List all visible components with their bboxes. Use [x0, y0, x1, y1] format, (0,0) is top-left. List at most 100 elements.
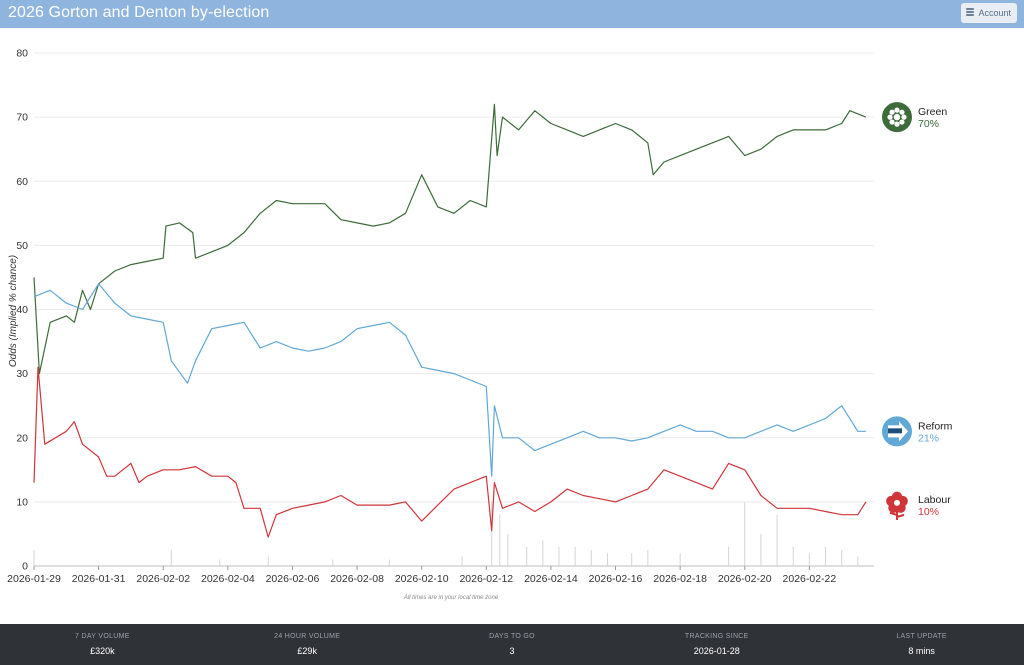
volume-bar — [526, 546, 528, 566]
x-tick-label: 2026-02-08 — [330, 573, 384, 585]
volume-bar — [461, 556, 463, 566]
x-tick-label: 2026-01-29 — [7, 573, 61, 585]
stat-24-hour-volume: 24 HOUR VOLUME £29k — [205, 624, 410, 665]
series-value-label: 70% — [918, 118, 939, 130]
volume-bar — [332, 559, 334, 566]
volume-bar — [792, 546, 794, 566]
volume-bar — [728, 546, 730, 566]
x-tick-label: 2026-02-02 — [136, 573, 190, 585]
y-tick-label: 10 — [16, 496, 28, 508]
x-tick-label: 2026-02-16 — [589, 573, 643, 585]
leaf-petal — [899, 119, 905, 125]
stat-7-day-volume: 7 DAY VOLUME £320k — [0, 624, 205, 665]
volume-bar — [590, 549, 592, 566]
x-tick-label: 2026-02-14 — [524, 573, 578, 585]
volume-bars — [33, 501, 859, 566]
volume-bar — [647, 549, 649, 566]
stat-last-update: LAST UPDATE 8 mins — [819, 624, 1024, 665]
x-axis: 2026-01-29 2026-01-31 2026-02-02 2026-02-04… — [7, 566, 836, 585]
y-tick-label: 40 — [16, 304, 28, 316]
volume-bar — [267, 556, 269, 566]
stat-label: DAYS TO GO — [489, 633, 535, 640]
volume-bar — [776, 514, 778, 566]
y-tick-label: 30 — [16, 368, 28, 380]
volume-bar — [606, 553, 608, 566]
x-tick-label: 2026-02-10 — [395, 573, 449, 585]
volume-bar — [542, 540, 544, 566]
leaf-petal — [889, 119, 895, 125]
y-tick-label: 20 — [16, 432, 28, 444]
volume-bar — [507, 533, 509, 566]
rose-petal — [886, 495, 897, 507]
x-tick-label: 2026-01-31 — [72, 573, 126, 585]
stat-label: 24 HOUR VOLUME — [274, 633, 341, 640]
leaf-petal — [889, 109, 895, 115]
leaf-center — [893, 113, 901, 121]
stats-footer: 7 DAY VOLUME £320k 24 HOUR VOLUME £29k D… — [0, 624, 1024, 665]
stat-days-to-go: DAYS TO GO 3 — [410, 624, 615, 665]
y-tick-label: 80 — [16, 48, 28, 60]
x-tick-label: 2026-02-22 — [783, 573, 837, 585]
stat-value: 3 — [509, 646, 515, 656]
x-tick-label: 2026-02-20 — [718, 573, 772, 585]
stat-value: £29k — [297, 646, 317, 656]
x-tick-label: 2026-02-12 — [459, 573, 513, 585]
volume-bar — [574, 546, 576, 566]
y-tick-label: 0 — [22, 561, 28, 573]
page-title: 2026 Gorton and Denton by-election — [8, 4, 270, 21]
y-axis-label: Odds (Implied % chance) — [8, 255, 19, 367]
volume-bar — [170, 549, 172, 566]
volume-bar — [219, 559, 221, 566]
x-tick-label: 2026-02-18 — [653, 573, 707, 585]
rose-center — [894, 499, 900, 506]
volume-bar — [558, 546, 560, 566]
volume-bar — [760, 533, 762, 566]
leaf-petal — [894, 107, 900, 113]
series-line-labour — [33, 366, 867, 538]
stat-label: TRACKING SINCE — [684, 633, 749, 640]
account-label: Account — [978, 8, 1011, 18]
stat-value: 8 mins — [908, 646, 935, 656]
account-button[interactable]: Account — [961, 3, 1017, 23]
x-tick-label: 2026-02-04 — [201, 573, 255, 585]
series-line-green — [33, 103, 867, 375]
series-value-label: 21% — [918, 432, 939, 444]
volume-bar — [388, 559, 390, 566]
volume-bar — [491, 501, 493, 566]
leaf-petal — [901, 114, 907, 120]
leaf-petal — [899, 109, 905, 115]
y-tick-label: 70 — [16, 112, 28, 124]
series-name-label: Green — [918, 106, 947, 118]
series-lines — [33, 103, 867, 538]
grid-lines — [34, 52, 874, 567]
series-value-label: 10% — [918, 506, 939, 518]
volume-bar — [825, 546, 827, 566]
stat-tracking-since: TRACKING SINCE 2026-01-28 — [614, 624, 819, 665]
volume-bar — [744, 501, 746, 566]
leaf-petal — [887, 114, 893, 120]
volume-bar — [808, 553, 810, 566]
volume-bar — [499, 514, 501, 566]
stat-label: 7 DAY VOLUME — [75, 633, 130, 640]
volume-bar — [679, 553, 681, 566]
series-name-label: Labour — [918, 494, 951, 506]
stat-value: 2026-01-28 — [693, 646, 740, 656]
volume-bar — [631, 553, 633, 566]
top-bar: 2026 Gorton and Denton by-election Accou… — [0, 0, 1024, 28]
volume-bar — [33, 549, 35, 566]
y-tick-label: 50 — [16, 240, 28, 252]
y-axis: 0 10 20 30 40 50 60 70 80 — [16, 48, 28, 573]
series-name-label: Reform — [918, 420, 953, 432]
stat-value: £320k — [90, 646, 115, 656]
reform-wordmark-bar — [888, 428, 902, 434]
stat-label: LAST UPDATE — [896, 633, 947, 640]
series-line-reform — [33, 283, 866, 477]
timezone-note: All times are in your local time zone — [403, 595, 499, 601]
rose-stem — [889, 509, 905, 520]
volume-bar — [841, 549, 843, 566]
y-tick-label: 60 — [16, 176, 28, 188]
